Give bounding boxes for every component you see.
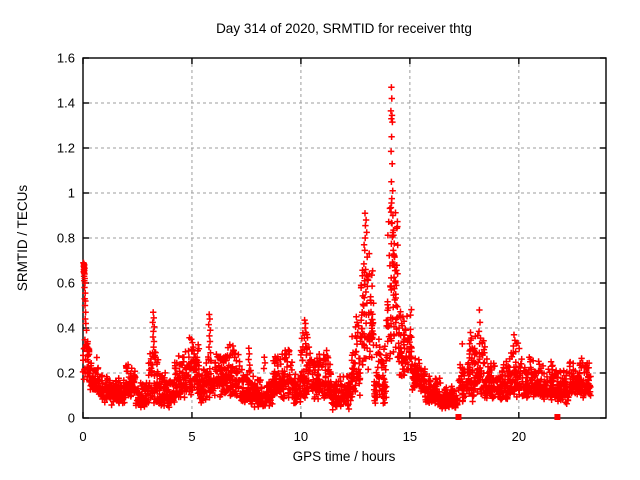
x-tick-label: 5 — [188, 429, 195, 444]
y-tick-label: 0 — [68, 411, 75, 426]
y-tick-label: 0.2 — [57, 366, 75, 381]
y-tick-label: 1.2 — [57, 141, 75, 156]
gridlines — [83, 58, 606, 418]
x-tick-label: 20 — [512, 429, 526, 444]
chart-title: Day 314 of 2020, SRMTID for receiver tht… — [216, 21, 472, 36]
y-tick-label: 0.6 — [57, 276, 75, 291]
srmtid-plus-markers — [79, 84, 594, 413]
y-tick-label: 1.4 — [57, 96, 75, 111]
x-tick-label: 10 — [294, 429, 308, 444]
x-tick-label: 15 — [403, 429, 417, 444]
y-tick-label: 0.8 — [57, 231, 75, 246]
y-tick-label: 1 — [68, 186, 75, 201]
y-tick-label: 1.6 — [57, 51, 75, 66]
on-axis-zero-marker — [455, 414, 462, 420]
data-points — [79, 84, 594, 420]
tick-labels: 0 5 10 15 20 0 0.2 0.4 0.6 0.8 1 1.2 1.4 1.6 — [57, 51, 526, 445]
y-axis-label: SRMTID / TECUs — [15, 185, 30, 292]
y-tick-label: 0.4 — [57, 321, 75, 336]
x-axis-label: GPS time / hours — [293, 449, 396, 464]
on-axis-zero-marker — [554, 414, 561, 420]
x-tick-label: 0 — [79, 429, 86, 444]
